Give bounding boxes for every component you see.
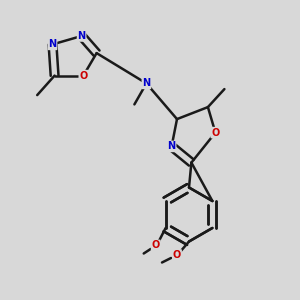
Text: O: O [173,250,181,260]
Text: N: N [142,78,151,88]
Text: O: O [152,240,160,250]
Text: O: O [79,70,88,81]
Text: N: N [167,141,176,152]
Text: N: N [48,39,57,50]
Text: N: N [77,31,86,41]
Text: O: O [211,128,220,138]
